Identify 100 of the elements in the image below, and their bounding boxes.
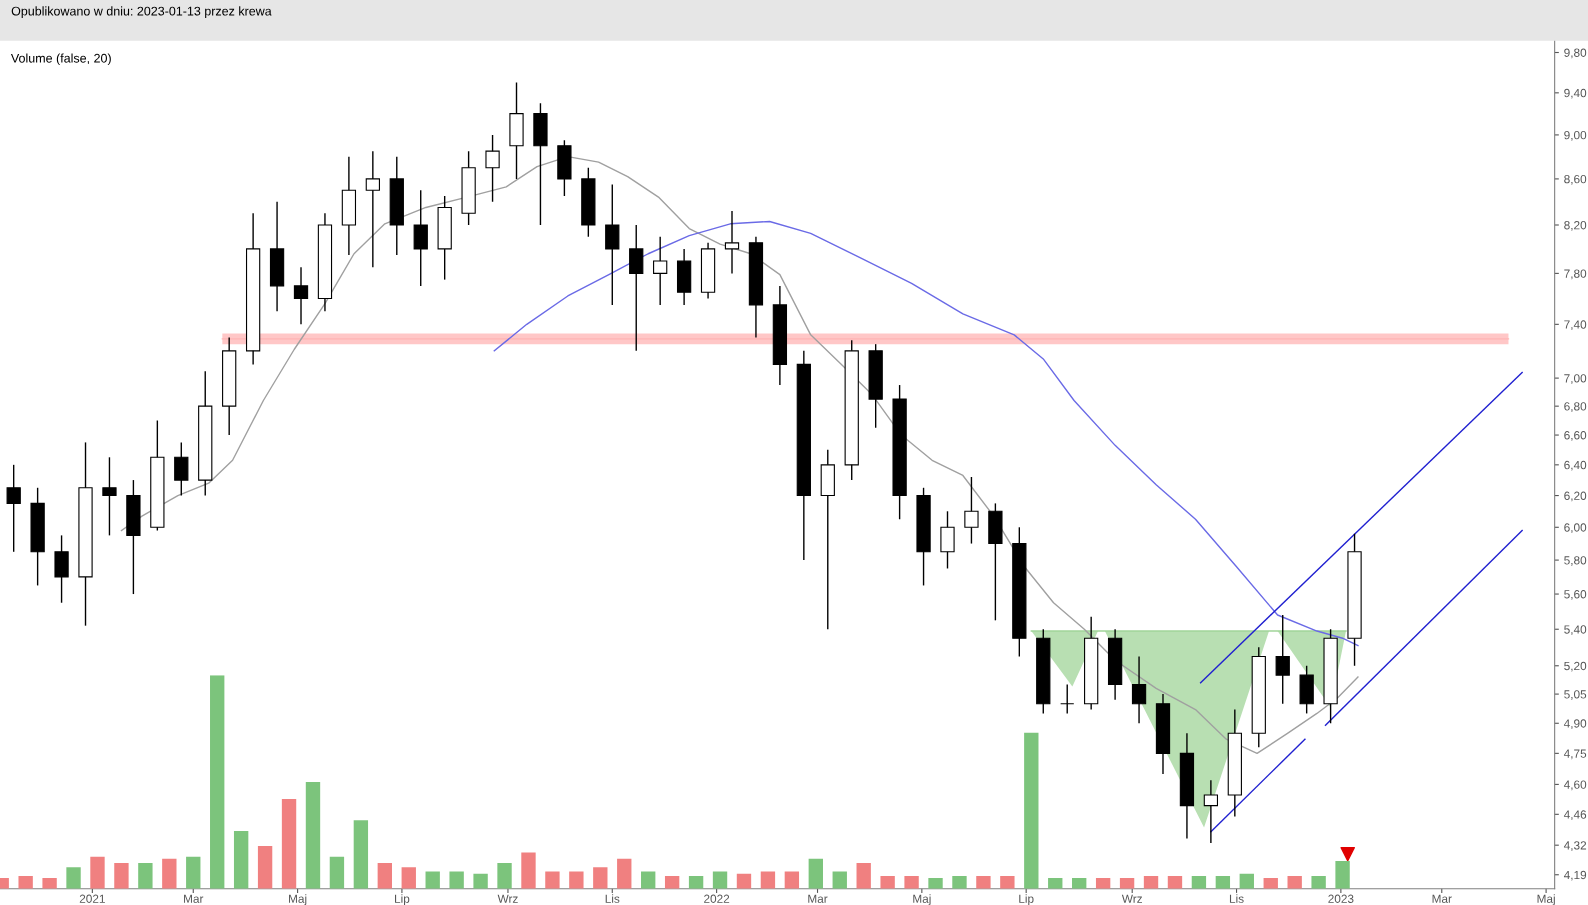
bar	[186, 856, 201, 889]
bar	[353, 820, 369, 889]
candlestick	[174, 441, 189, 497]
candlestick	[1275, 614, 1290, 705]
bar	[1335, 860, 1350, 889]
y-tick-label: 7,80	[1564, 269, 1587, 280]
bar	[712, 871, 728, 889]
bar	[329, 856, 345, 889]
candlestick	[964, 476, 979, 545]
bar	[904, 875, 919, 889]
y-tick-label: 5,20	[1564, 661, 1587, 672]
y-tick-label: 9,40	[1564, 88, 1587, 99]
bar	[210, 675, 225, 889]
y-tick-label: 6,20	[1564, 491, 1587, 502]
bar	[425, 871, 440, 889]
x-tick-label: Wrz	[1121, 894, 1143, 903]
y-tick-label: 6,40	[1564, 460, 1587, 471]
candlestick	[724, 210, 740, 275]
bar	[1000, 875, 1015, 889]
bar	[664, 875, 680, 889]
bar	[1311, 875, 1326, 889]
candlestick	[413, 189, 428, 287]
line-series	[493, 220, 1359, 647]
bar	[1167, 875, 1183, 889]
x-tick-label: Maj	[1537, 894, 1555, 905]
x-tick-label: Lis	[605, 894, 620, 903]
y-tick-label: 9,80	[1564, 48, 1587, 59]
x-tick-label: 2023	[1328, 894, 1354, 903]
bar	[257, 845, 273, 889]
bar	[521, 852, 536, 889]
y-tick-label: 7,00	[1564, 374, 1587, 384]
bar	[832, 871, 847, 889]
bar	[880, 875, 895, 889]
bar	[1048, 878, 1063, 889]
bar	[497, 863, 512, 889]
y-tick-label: 4,75	[1563, 749, 1587, 760]
bar	[18, 875, 33, 889]
bar	[1191, 875, 1207, 889]
bar	[1239, 873, 1254, 889]
candlestick	[605, 183, 620, 306]
chart-title: Opublikowano w dniu: 2023-01-13 przez krewa	[11, 6, 272, 18]
candlestick	[102, 456, 117, 537]
bar	[1215, 875, 1231, 889]
bar	[473, 873, 488, 889]
x-tick-label: Lip	[1019, 894, 1034, 905]
y-tick-label: 6,60	[1564, 431, 1587, 441]
bar	[1119, 878, 1135, 889]
x-tick-label: Lip	[395, 894, 410, 905]
candlestick	[293, 266, 309, 326]
bar	[1095, 878, 1111, 889]
bar	[593, 867, 608, 889]
candlestick	[1203, 779, 1219, 844]
bar	[305, 781, 321, 889]
bar	[233, 831, 249, 889]
bar	[281, 799, 297, 889]
bar	[545, 871, 560, 889]
bar	[90, 856, 105, 889]
bar	[42, 878, 57, 889]
bar	[808, 858, 823, 889]
bar	[138, 863, 153, 889]
x-tick-label: Lis	[1229, 894, 1244, 903]
bar	[856, 863, 871, 889]
y-tick-label: 6,80	[1564, 402, 1587, 412]
candlestick	[653, 236, 668, 306]
bar	[688, 875, 704, 889]
x-tick-label: Wrz	[497, 894, 518, 903]
y-tick-label: 9,00	[1564, 130, 1587, 141]
candlestick	[1131, 655, 1147, 724]
x-tick-label: Maj	[913, 894, 931, 905]
bar	[1287, 875, 1302, 889]
y-tick-label: 5,40	[1564, 625, 1587, 636]
y-tick-label: 6,00	[1564, 523, 1587, 534]
y-tick-label: 4,60	[1563, 780, 1587, 791]
bar	[1263, 878, 1278, 889]
bar	[569, 871, 584, 889]
candlestick	[365, 150, 380, 268]
bar	[377, 863, 392, 889]
y-tick-label: 8,60	[1564, 174, 1587, 185]
y-tick-label: 4,90	[1563, 719, 1587, 730]
annotation: Volume (false, 20)	[10, 53, 111, 66]
bar	[784, 871, 800, 889]
bar	[928, 878, 943, 889]
bar	[1143, 875, 1159, 889]
bar	[162, 858, 177, 889]
candlestick	[485, 134, 500, 203]
y-tick-label: 4,46	[1563, 810, 1587, 821]
x-tick-label: Mar	[184, 894, 204, 903]
bar	[66, 867, 81, 889]
y-tick-label: 7,40	[1564, 320, 1587, 331]
y-tick-label: 8,20	[1564, 221, 1587, 231]
bar	[952, 875, 967, 889]
bar	[449, 871, 464, 889]
y-tick-label: 4,32	[1563, 841, 1587, 851]
candlestick	[6, 464, 21, 553]
bar	[736, 873, 752, 889]
candlestick	[1060, 683, 1075, 715]
bar	[976, 875, 991, 889]
y-tick-label: 5,60	[1564, 590, 1587, 600]
x-tick-label: Maj	[289, 894, 307, 905]
bar	[641, 871, 656, 889]
